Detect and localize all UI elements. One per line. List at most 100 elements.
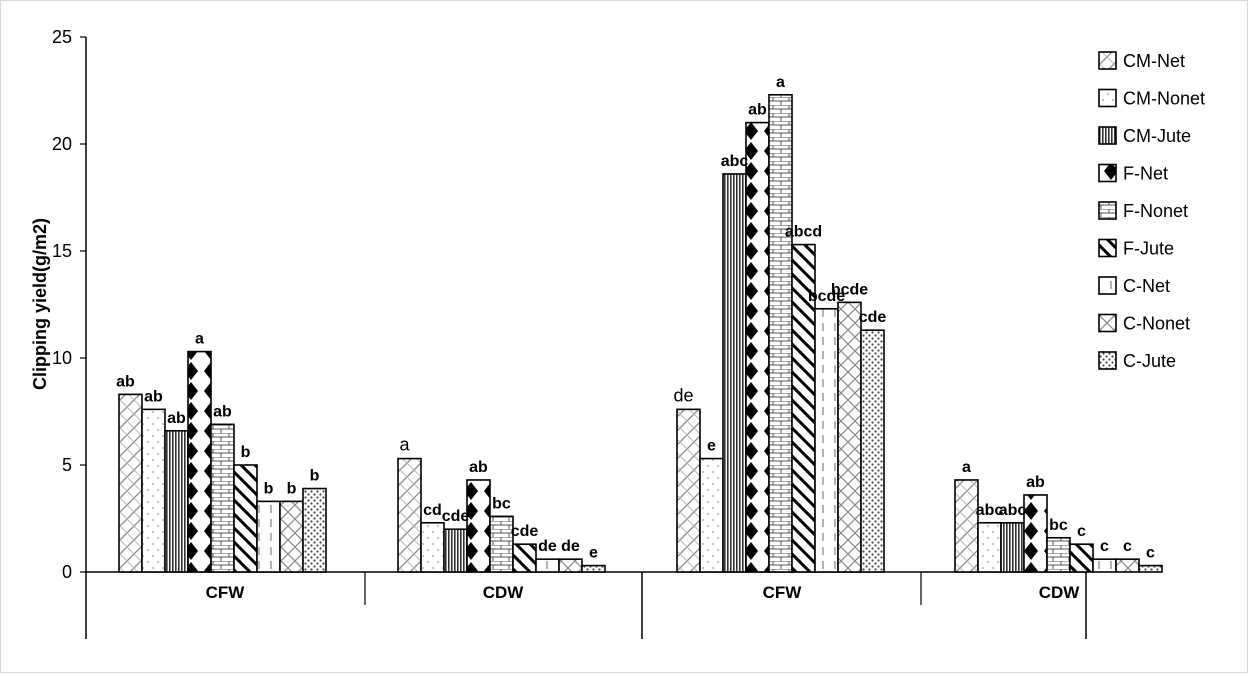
- legend-swatch-cm-net: [1098, 51, 1117, 70]
- significance-label: bc: [492, 495, 511, 512]
- legend-label-cm-jute: CM-Jute: [1123, 126, 1191, 146]
- legend-swatch-c-nonet: [1098, 313, 1117, 333]
- significance-label: abc: [999, 502, 1027, 519]
- legend-label-c-jute: C-Jute: [1123, 351, 1176, 371]
- significance-label: cde: [511, 523, 539, 540]
- legend-label-c-net: C-Net: [1123, 276, 1170, 296]
- significance-label: cde: [859, 309, 887, 326]
- legend-swatch-f-nonet: [1098, 201, 1117, 220]
- bar-f-nonet-3: [1046, 536, 1071, 573]
- significance-label: de: [538, 538, 557, 555]
- significance-label: e: [589, 545, 598, 562]
- legend-label-cm-net: CM-Net: [1123, 51, 1185, 71]
- bar-cm-nonet-1: [420, 521, 445, 573]
- significance-label: c: [1100, 538, 1109, 555]
- bar-cm-net-2: [676, 408, 701, 573]
- bar-c-jute-0: [302, 487, 327, 573]
- significance-label: b: [310, 468, 320, 485]
- significance-label: abc: [976, 502, 1004, 519]
- significance-label: ab: [167, 410, 186, 427]
- bar-c-nonet-1: [558, 558, 583, 573]
- significance-label: ab: [116, 373, 135, 390]
- bar-f-jute-1: [512, 543, 537, 573]
- significance-label: c: [1123, 538, 1132, 555]
- y-axis-title: Clipping yield(g/m2): [30, 218, 50, 390]
- bar-cm-nonet-0: [141, 408, 166, 573]
- significance-label: bcde: [808, 288, 845, 305]
- x-category-label: CDW: [1039, 583, 1081, 602]
- bar-c-nonet-3: [1115, 558, 1140, 573]
- bar-cm-net-1: [397, 457, 422, 573]
- bar-f-nonet-1: [489, 515, 514, 573]
- bar-c-net-3: [1092, 558, 1117, 573]
- legend-label-f-jute: F-Jute: [1123, 239, 1174, 259]
- bar-cm-nonet-2: [699, 457, 724, 573]
- significance-label: ab: [213, 403, 232, 420]
- legend-swatch-f-jute: [1098, 238, 1117, 258]
- legend-label-cm-nonet: CM-Nonet: [1123, 89, 1205, 109]
- significance-label: a: [776, 74, 785, 91]
- legend-swatch-cm-nonet: [1098, 88, 1117, 108]
- significance-label: ab: [748, 102, 767, 119]
- bar-f-nonet-0: [210, 423, 235, 573]
- bar-c-net-1: [535, 558, 560, 573]
- legend-swatch-c-net: [1098, 276, 1117, 295]
- significance-label: b: [264, 480, 274, 497]
- bar-c-net-2: [814, 307, 839, 573]
- bar-cm-nonet-3: [977, 521, 1002, 573]
- bar-f-net-1: [466, 479, 491, 573]
- bar-f-jute-3: [1069, 543, 1094, 573]
- y-tick-label: 10: [52, 348, 72, 368]
- bar-f-net-0: [187, 350, 212, 573]
- bar-cm-net-3: [954, 479, 979, 573]
- bar-c-jute-2: [860, 329, 885, 573]
- bar-c-jute-3: [1138, 564, 1163, 573]
- bar-f-net-3: [1023, 494, 1048, 573]
- y-tick-label: 0: [62, 562, 72, 582]
- legend: CM-Net CM-Nonet CM-Jute F-Net F-Nonet F-Jute C…: [1098, 51, 1205, 371]
- significance-label: bcde: [831, 281, 868, 298]
- significance-label: abc: [721, 153, 749, 170]
- legend-label-c-nonet: C-Nonet: [1123, 314, 1190, 334]
- bars: [118, 93, 1163, 573]
- bar-f-net-2: [745, 121, 770, 573]
- significance-label: e: [707, 438, 716, 455]
- significance-label: b: [241, 444, 251, 461]
- bar-cm-jute-0: [164, 429, 189, 573]
- significance-label: cd: [423, 502, 442, 519]
- y-tick-label: 20: [52, 134, 72, 154]
- bar-c-net-0: [256, 500, 281, 573]
- y-tick-label: 15: [52, 241, 72, 261]
- significance-label: ab: [469, 459, 488, 476]
- bar-cm-jute-1: [443, 528, 468, 573]
- legend-swatch-c-jute: [1098, 351, 1117, 370]
- significance-label: bc: [1049, 517, 1068, 534]
- significance-labels: abadeaabcdeabcabcdeabcabcaababababbcabcb…: [116, 74, 1155, 562]
- significance-label: c: [1077, 523, 1086, 540]
- legend-label-f-net: F-Net: [1123, 164, 1168, 184]
- bar-c-nonet-2: [837, 301, 862, 573]
- significance-label: a: [962, 459, 971, 476]
- significance-label: a: [399, 435, 410, 455]
- significance-label: cde: [442, 508, 470, 525]
- significance-label: ab: [144, 388, 163, 405]
- bar-c-jute-1: [581, 564, 606, 573]
- bar-cm-jute-2: [722, 173, 747, 573]
- y-tick-label: 5: [62, 455, 72, 475]
- x-category-label: CFW: [206, 583, 246, 602]
- x-category-label: CDW: [483, 583, 525, 602]
- significance-label: de: [673, 385, 693, 405]
- legend-swatch-f-net: [1098, 163, 1117, 183]
- legend-swatch-cm-jute: [1098, 126, 1117, 145]
- significance-label: c: [1146, 545, 1155, 562]
- bar-cm-jute-3: [1000, 521, 1025, 573]
- legend-label-f-nonet: F-Nonet: [1123, 201, 1188, 221]
- bar-f-nonet-2: [768, 93, 793, 573]
- significance-label: de: [561, 538, 580, 555]
- x-category-label: CFW: [763, 583, 803, 602]
- significance-label: ab: [1026, 474, 1045, 491]
- bar-cm-net-0: [118, 393, 143, 573]
- bar-c-nonet-0: [279, 500, 304, 573]
